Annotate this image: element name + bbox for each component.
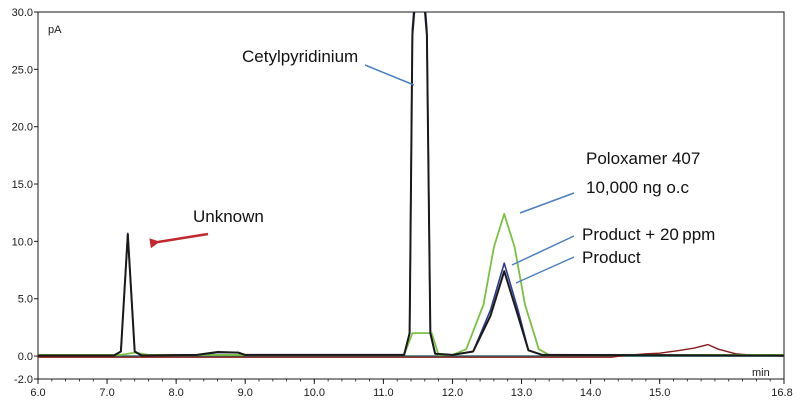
x-tick-label: 6.0 <box>30 387 45 399</box>
annotation-poloxamer: Poloxamer 407 <box>586 149 700 168</box>
x-tick-label: 14.0 <box>580 387 601 399</box>
annotation-product: Product <box>582 248 641 267</box>
y-tick-label: 15.0 <box>12 179 33 191</box>
poloxamer-leader <box>519 192 575 214</box>
annotation-concentration: 10,000 ng o.c <box>586 178 690 197</box>
x-tick-label: 15.0 <box>649 387 670 399</box>
y-tick-label: 10.0 <box>12 236 33 248</box>
x-tick-label: 10.0 <box>304 387 325 399</box>
annotation-product-spiked: Product + 20 ppm <box>582 225 715 244</box>
y-tick-label: 30.0 <box>12 7 33 19</box>
y-tick-label: -2.0 <box>14 374 33 386</box>
product-leader <box>515 256 575 284</box>
x-tick-label: 11.0 <box>373 387 394 399</box>
y-tick-label: 25.0 <box>12 64 33 76</box>
y-tick-label: 20.0 <box>12 122 33 134</box>
annotation-cetylpyridinium: Cetylpyridinium <box>242 47 358 66</box>
x-tick-label: 9.0 <box>238 387 253 399</box>
x-axis-ticks: 6.0 7.0 8.0 9.0 10.0 11.0 12.0 13.0 14.0 15.0 16.8 <box>30 379 793 399</box>
x-tick-label: 7.0 <box>99 387 114 399</box>
x-tick-label: 16.8 <box>771 387 792 399</box>
product-spike-leader <box>511 235 575 266</box>
x-unit-label: min <box>752 367 770 379</box>
x-tick-label: 13.0 <box>511 387 532 399</box>
y-unit-label: pA <box>48 24 62 36</box>
annotation-layer: Cetylpyridinium Unknown Poloxamer 407 10… <box>149 47 715 284</box>
y-tick-label: 5.0 <box>18 294 33 306</box>
unknown-arrow <box>149 232 209 249</box>
y-axis-ticks: 30.0 25.0 20.0 15.0 10.0 5.0 0.0 -2.0 <box>12 7 38 386</box>
y-tick-label: 0.0 <box>18 351 33 363</box>
series-line-black <box>38 12 784 357</box>
series-layer <box>38 12 784 358</box>
annotation-unknown: Unknown <box>193 207 264 226</box>
x-tick-label: 12.0 <box>442 387 463 399</box>
x-tick-label: 8.0 <box>168 387 183 399</box>
cetylpyridinium-leader <box>364 64 415 86</box>
